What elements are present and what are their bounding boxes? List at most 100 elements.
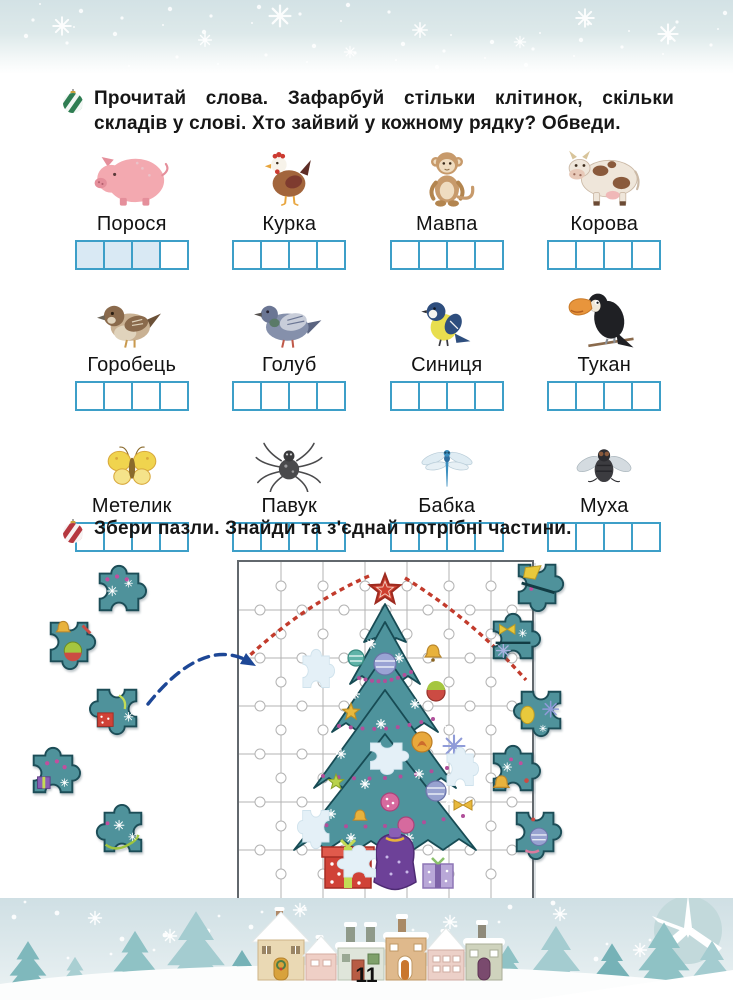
syllable-cell[interactable] bbox=[631, 522, 662, 552]
animal-name-label: Порося bbox=[96, 213, 167, 235]
animal-name-label: Корова bbox=[570, 213, 639, 235]
monkey-image bbox=[429, 152, 475, 207]
syllable-cell[interactable] bbox=[74, 381, 105, 411]
syllable-cell[interactable] bbox=[547, 240, 578, 270]
syllable-cell[interactable] bbox=[288, 240, 319, 270]
sparrow-image bbox=[96, 305, 161, 348]
syllable-cell[interactable] bbox=[102, 381, 133, 411]
animal-card-kurka[interactable]: Курка bbox=[214, 142, 366, 270]
syllable-cell[interactable] bbox=[158, 240, 189, 270]
animal-name-label: Курка bbox=[262, 213, 317, 235]
puzzle-piece-left-5[interactable] bbox=[90, 804, 152, 860]
syllable-cell[interactable] bbox=[417, 240, 448, 270]
syllable-cell[interactable] bbox=[575, 240, 606, 270]
syllable-cell[interactable] bbox=[473, 522, 504, 552]
syllable-cell[interactable] bbox=[445, 240, 476, 270]
syllable-cell[interactable] bbox=[631, 240, 662, 270]
dragonfly-image bbox=[421, 450, 473, 487]
puzzle-piece-left-4[interactable] bbox=[22, 744, 84, 800]
animal-name-label: Павук bbox=[261, 495, 317, 517]
syllable-cell[interactable] bbox=[130, 381, 161, 411]
red-striped-ornament-icon bbox=[63, 519, 83, 543]
syllable-cell[interactable] bbox=[260, 381, 291, 411]
syllable-cell[interactable] bbox=[102, 522, 133, 552]
syllable-cell[interactable] bbox=[288, 381, 319, 411]
syllable-cell[interactable] bbox=[158, 522, 189, 552]
gap-piece bbox=[302, 648, 336, 688]
syllable-cell[interactable] bbox=[603, 381, 634, 411]
puzzle-piece-right-2[interactable] bbox=[482, 610, 544, 666]
syllable-boxes bbox=[547, 522, 662, 552]
syllable-boxes bbox=[547, 381, 662, 411]
syllable-boxes bbox=[232, 240, 347, 270]
syllable-cell[interactable] bbox=[575, 522, 606, 552]
animal-card-holub[interactable]: Голуб bbox=[214, 283, 366, 411]
syllable-boxes bbox=[74, 381, 189, 411]
animal-card-metelyk[interactable]: Метелик bbox=[56, 424, 208, 552]
tit-image bbox=[421, 302, 471, 347]
syllable-cell[interactable] bbox=[389, 522, 420, 552]
syllable-boxes bbox=[232, 381, 347, 411]
snowflakes-decoration bbox=[23, 2, 728, 70]
puzzle-piece-left-3[interactable] bbox=[86, 682, 148, 738]
syllable-cell[interactable] bbox=[102, 240, 133, 270]
hen-image bbox=[265, 151, 312, 207]
syllable-boxes bbox=[389, 522, 504, 552]
animal-card-mukha[interactable]: Муха bbox=[529, 424, 681, 552]
cow-image bbox=[568, 150, 640, 206]
syllable-boxes bbox=[389, 381, 504, 411]
syllable-cell[interactable] bbox=[260, 240, 291, 270]
syllable-cell[interactable] bbox=[232, 381, 263, 411]
syllable-cell[interactable] bbox=[74, 240, 105, 270]
puzzle-piece-left-2[interactable] bbox=[40, 614, 102, 670]
syllable-cell[interactable] bbox=[575, 381, 606, 411]
fly-image bbox=[576, 449, 632, 483]
syllable-cell[interactable] bbox=[417, 381, 448, 411]
animal-card-mavpa[interactable]: Мавпа bbox=[371, 142, 523, 270]
animal-card-horobets[interactable]: Горобець bbox=[56, 283, 208, 411]
bunting-garland-left bbox=[245, 574, 370, 660]
puzzle-piece-right-3[interactable] bbox=[510, 684, 572, 740]
animal-name-label: Горобець bbox=[87, 354, 177, 376]
syllable-cell[interactable] bbox=[389, 381, 420, 411]
puzzle-piece-right-4[interactable] bbox=[482, 742, 544, 798]
syllable-boxes bbox=[547, 240, 662, 270]
syllable-cell[interactable] bbox=[158, 381, 189, 411]
pig-image bbox=[94, 157, 169, 206]
puzzle-task-instruction: Збери пазли. Знайди та з'єднай потрібні … bbox=[94, 518, 572, 539]
pigeon-image bbox=[254, 305, 322, 348]
spider-image bbox=[255, 442, 323, 492]
animal-card-babka[interactable]: Бабка bbox=[371, 424, 523, 552]
syllable-cell[interactable] bbox=[130, 240, 161, 270]
puzzle-board-svg bbox=[239, 562, 532, 898]
animal-card-porosia[interactable]: Порося bbox=[56, 142, 208, 270]
syllable-cell[interactable] bbox=[473, 240, 504, 270]
syllable-cell[interactable] bbox=[260, 522, 291, 552]
syllable-boxes bbox=[389, 240, 504, 270]
syllable-cell[interactable] bbox=[316, 522, 347, 552]
syllable-cell[interactable] bbox=[316, 240, 347, 270]
syllable-boxes bbox=[74, 522, 189, 552]
animal-grid: Порося Курка bbox=[56, 142, 680, 552]
animal-card-synytsia[interactable]: Синиця bbox=[371, 283, 523, 411]
syllable-cell[interactable] bbox=[389, 240, 420, 270]
syllable-cell[interactable] bbox=[631, 381, 662, 411]
syllable-cell[interactable] bbox=[603, 240, 634, 270]
puzzle-board bbox=[237, 560, 534, 900]
syllable-cell[interactable] bbox=[547, 381, 578, 411]
puzzle-section bbox=[0, 556, 733, 904]
puzzle-piece-right-1[interactable] bbox=[508, 556, 570, 612]
syllable-cell[interactable] bbox=[232, 240, 263, 270]
syllable-cell[interactable] bbox=[316, 381, 347, 411]
butterfly-image bbox=[107, 446, 157, 485]
animal-name-label: Мавпа bbox=[415, 213, 478, 235]
animal-card-pavuk[interactable]: Павук bbox=[214, 424, 366, 552]
animal-card-korova[interactable]: Корова bbox=[529, 142, 681, 270]
syllable-cell[interactable] bbox=[445, 381, 476, 411]
animal-card-tukan[interactable]: Тукан bbox=[529, 283, 681, 411]
puzzle-piece-right-5[interactable] bbox=[506, 804, 568, 860]
syllable-cell[interactable] bbox=[473, 381, 504, 411]
puzzle-piece-left-1[interactable] bbox=[88, 562, 150, 618]
winter-scene-svg bbox=[0, 894, 733, 1000]
header-snow-band bbox=[0, 0, 733, 74]
